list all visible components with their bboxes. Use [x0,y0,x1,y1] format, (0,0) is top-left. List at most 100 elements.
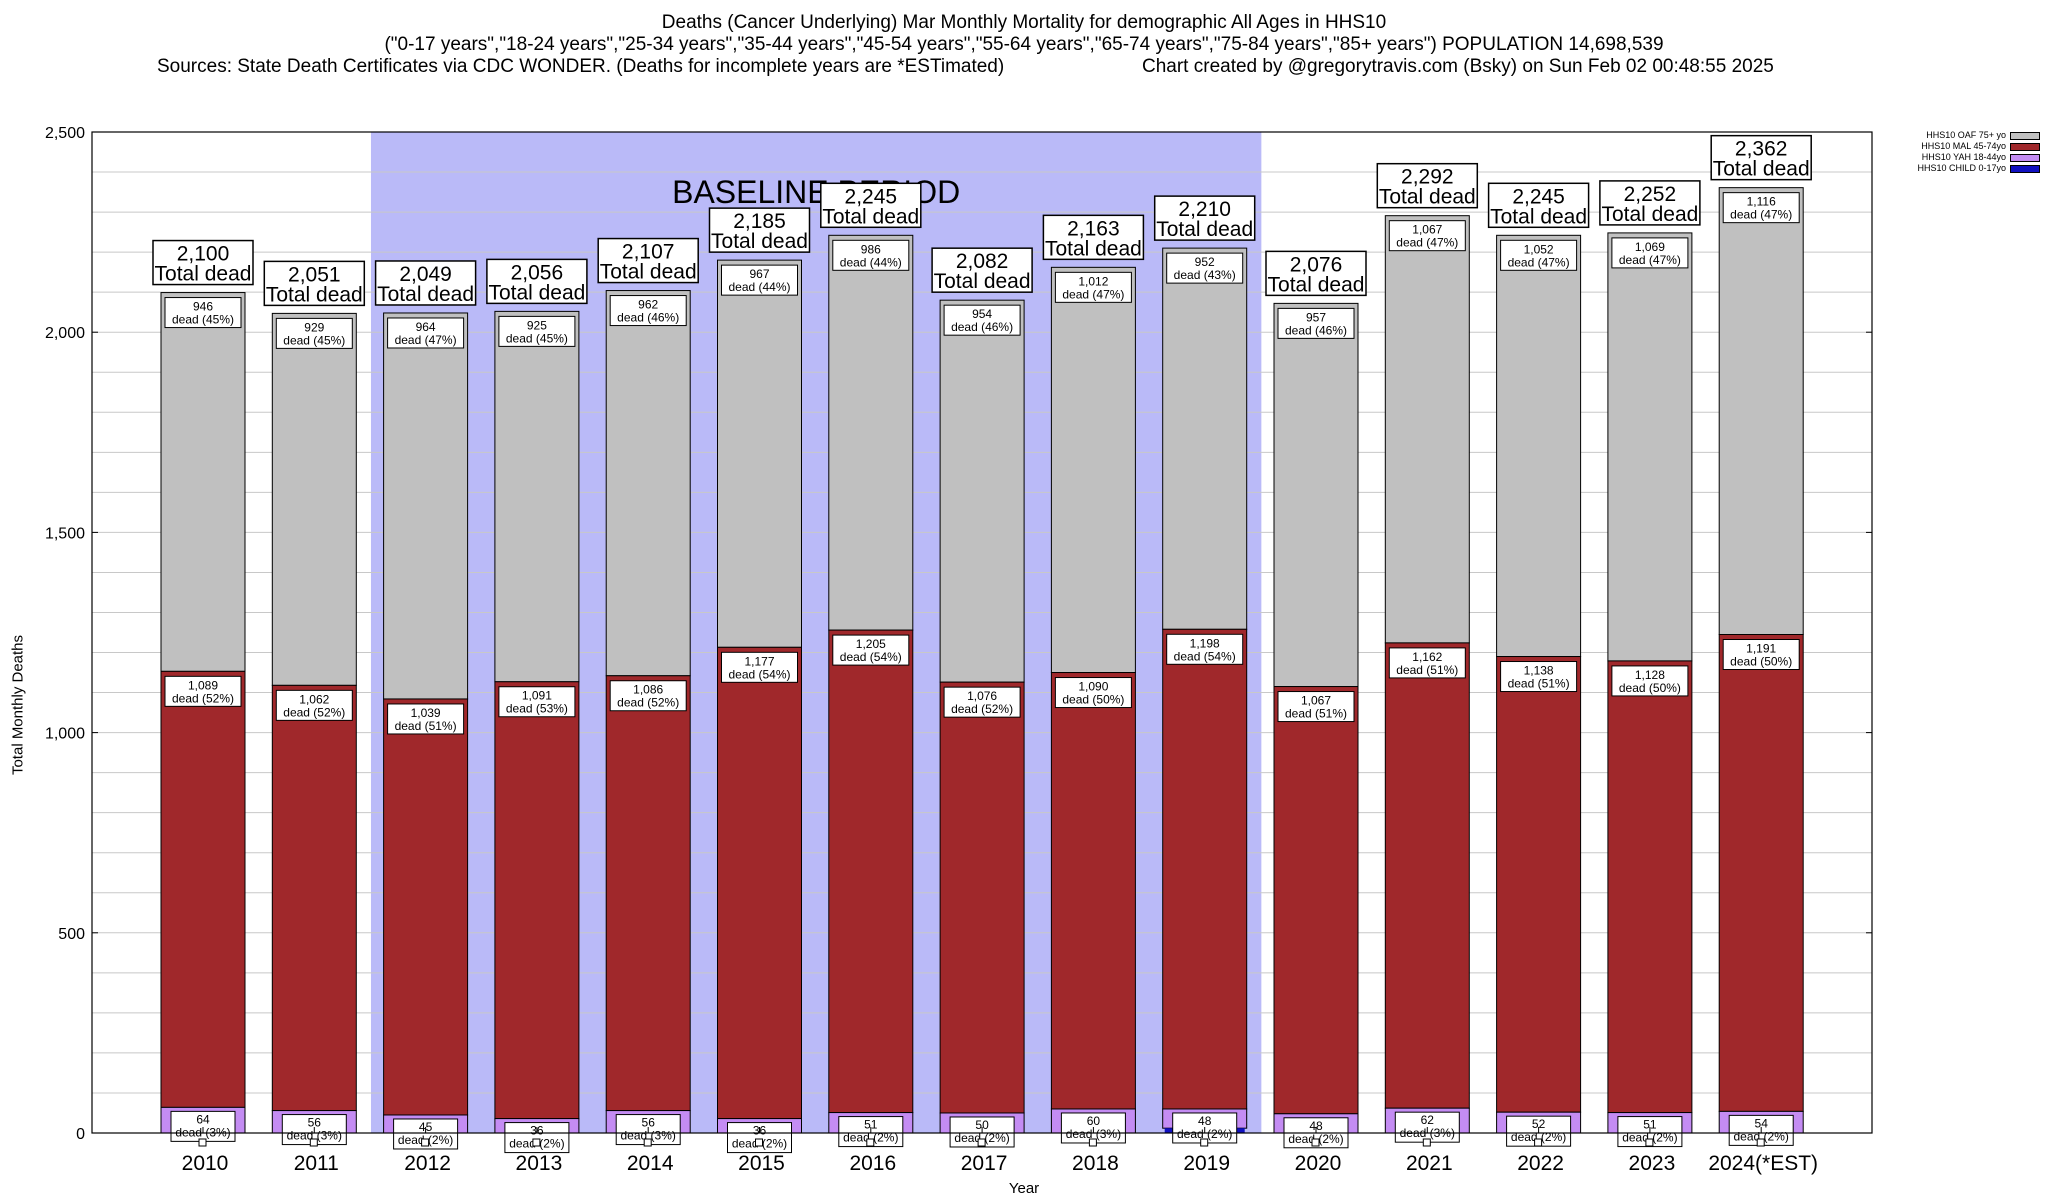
segment-label-box [1500,239,1578,271]
segment-value-label: 56 [642,1116,656,1130]
bar-segment-oaf [1496,234,1582,658]
x-tick-label: 2014 [627,1152,674,1175]
y-tick-label: 2,500 [45,125,85,142]
segment-value-label: 1,116 [1747,195,1776,209]
segment-label-box [275,317,353,349]
bar-segment-oaf [1607,232,1693,662]
total-value-label: 2,082 [956,250,1009,273]
legend-label: HHS10 CHILD 0-17yo [1917,163,2006,173]
segment-value-label: 56 [308,1116,322,1130]
segment-pct-label: dead (2%) [843,1131,898,1145]
total-text-label: Total dead [488,281,585,304]
y-tick-label: 1,500 [45,525,85,542]
segment-pct-label: dead (50%) [1619,681,1681,695]
child-marker [532,1138,541,1147]
child-marker [1200,1138,1209,1147]
segment-pct-label: dead (44%) [840,255,902,269]
segment-pct-label: dead (3%) [287,1129,342,1143]
bar-segment-oaf [1162,247,1248,630]
total-label-box [1710,134,1812,181]
legend-label: HHS10 MAL 45-74yo [1921,141,2006,151]
segment-value-label: 50 [975,1118,989,1132]
x-axis-label: Year [1008,1180,1040,1197]
segment-value-label: 1,069 [1635,240,1665,254]
segment-pct-label: dead (47%) [1508,255,1570,269]
segment-value-label: 51 [864,1118,878,1132]
x-tick-label: 2015 [738,1152,785,1175]
segment-value-label: 51 [1643,1118,1657,1132]
bar-segment-mal [383,698,469,1116]
segment-pct-label: dead (54%) [1174,649,1236,663]
bar-segment-oaf [939,299,1025,683]
total-text-label: Total dead [711,230,808,253]
total-value-label: 2,051 [288,263,341,286]
segment-value-label: 1,090 [1078,680,1108,694]
segment-value-label: 1,067 [1301,694,1331,708]
child-marker [1311,1138,1320,1147]
segment-label-box [943,304,1021,336]
legend-label: HHS10 YAH 18-44yo [1921,152,2006,162]
legend-swatch [2010,143,2040,151]
segment-pct-label: dead (44%) [728,280,790,294]
segment-pct-label: dead (53%) [506,702,568,716]
y-tick-label: 500 [58,926,85,943]
segment-value-label: 964 [416,320,436,334]
segment-label-box [1722,639,1800,671]
bar-segment-oaf [160,292,246,672]
total-text-label: Total dead [1268,273,1365,296]
bar-segment-mal [1718,634,1804,1112]
total-text-label: Total dead [155,263,252,286]
total-label-box [1042,214,1145,261]
bar-segment-mal [1273,686,1359,1115]
segment-label-box [275,689,353,721]
total-text-label: Total dead [1156,218,1253,241]
segment-pct-label: dead (2%) [1177,1127,1232,1141]
x-tick-label: 2024(*EST) [1708,1152,1818,1175]
legend-item: HHS10 YAH 18-44yo [1890,152,2042,163]
segment-value-label: 1,205 [856,637,886,651]
total-text-label: Total dead [377,283,474,306]
x-tick-label: 2013 [516,1152,563,1175]
segment-value-label: 1,039 [411,706,441,720]
total-text-label: Total dead [934,270,1031,293]
segment-pct-label: dead (46%) [951,320,1013,334]
total-value-label: 2,049 [399,263,452,286]
segment-value-label: 954 [972,307,992,321]
segment-label-box [387,703,465,735]
segment-value-label: 48 [1198,1114,1212,1128]
segment-value-label: 48 [1309,1119,1323,1133]
segment-pct-label: dead (2%) [1622,1131,1677,1145]
child-marker [866,1138,875,1147]
segment-pct-label: dead (45%) [172,313,234,327]
x-tick-label: 2018 [1072,1152,1119,1175]
y-axis-label: Total Monthly Deaths [9,634,27,776]
total-label-box [931,247,1033,293]
total-value-label: 2,056 [511,261,564,284]
bar-segment-oaf [1050,266,1136,674]
child-marker [1645,1138,1654,1147]
bar-segment-mal [605,675,691,1112]
bar-segment-mal [828,629,914,1114]
segment-pct-label: dead (47%) [1730,208,1792,222]
segment-pct-label: dead (45%) [283,333,345,347]
total-value-label: 2,163 [1067,217,1120,240]
segment-value-label: 64 [196,1112,210,1126]
bar-segment-oaf [1384,215,1470,644]
total-text-label: Total dead [1045,237,1142,260]
segment-value-label: 1,091 [522,689,552,703]
segment-label-box [164,675,242,707]
total-text-label: Total dead [266,283,363,306]
segment-value-label: 60 [1087,1114,1101,1128]
segment-pct-label: dead (3%) [621,1129,676,1143]
segment-value-label: 946 [193,300,213,314]
bar-segment-mal [494,681,580,1120]
segment-value-label: 1,191 [1746,642,1776,656]
bar-segment-oaf [1718,187,1804,636]
segment-label-box [164,297,242,329]
segment-label-box [1500,661,1578,693]
x-tick-label: 2019 [1183,1152,1230,1175]
segment-pct-label: dead (54%) [840,650,902,664]
bar-segment-oaf [271,312,357,686]
legend-label: HHS10 OAF 75+ yo [1926,130,2006,140]
